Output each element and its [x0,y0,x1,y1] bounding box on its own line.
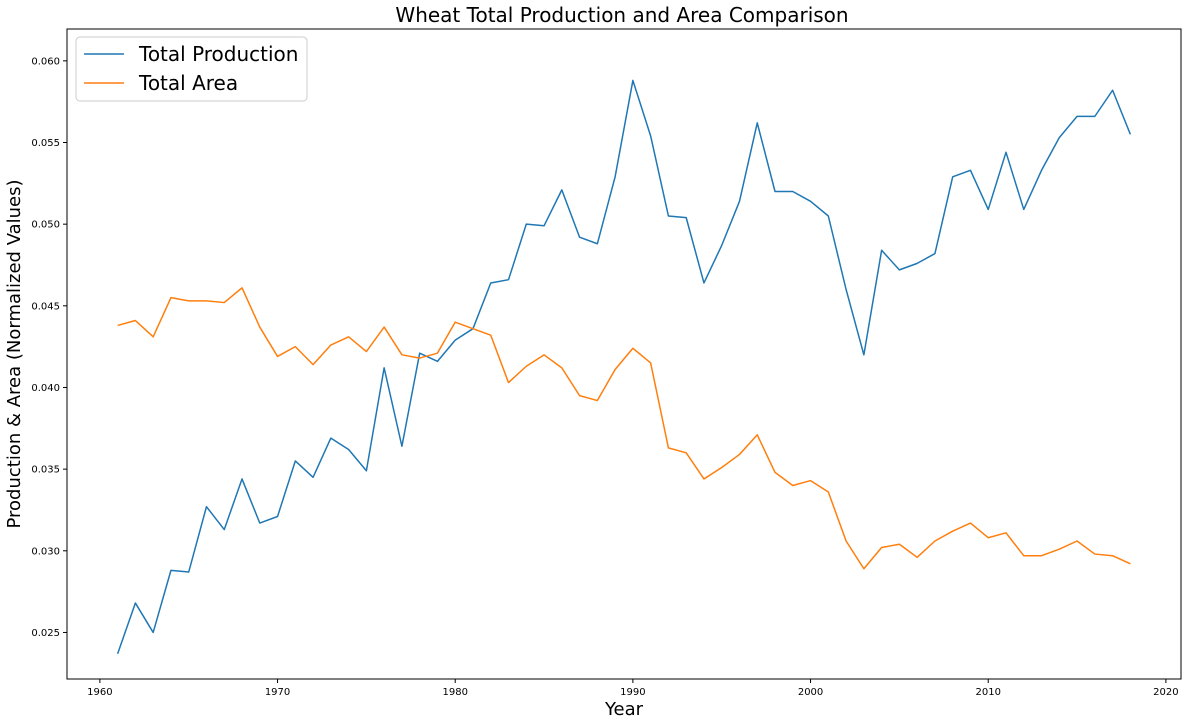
y-tick-label: 0.025 [31,628,60,639]
y-tick-label: 0.030 [31,546,60,557]
legend-box [75,36,308,102]
x-axis-label: Year [604,699,644,720]
legend-label-total-area: Total Area [138,71,238,95]
x-tick-label: 2010 [975,687,1000,698]
plot-area [66,28,1182,680]
y-axis-label: Production & Area (Normalized Values) [4,179,25,528]
x-tick-label: 1980 [442,687,467,698]
y-tick-label: 0.050 [31,220,60,231]
chart-title: Wheat Total Production and Area Comparis… [395,3,848,27]
y-axis: 0.025 0.030 0.035 0.040 0.045 0.050 0.055 0.060 [31,56,67,639]
series-layer [116,79,1132,654]
x-tick-label: 1970 [265,687,290,698]
y-tick-label: 0.035 [31,465,60,476]
series-line-total-production [116,79,1132,654]
x-axis: 1960 1970 1980 1990 2000 2010 2020 [87,679,1179,698]
y-tick-label: 0.040 [31,383,60,394]
x-tick-label: 2000 [798,687,823,698]
x-tick-label: 2020 [1153,687,1178,698]
x-tick-label: 1960 [87,687,112,698]
x-tick-label: 1990 [620,687,645,698]
series-line-total-area [117,287,1131,570]
y-tick-label: 0.060 [31,56,60,67]
y-tick-label: 0.045 [31,301,60,312]
plot-frame [66,28,1182,680]
legend-label-total-production: Total Production [138,42,298,66]
legend: Total Production Total Area [75,36,308,102]
y-tick-label: 0.055 [31,138,60,149]
